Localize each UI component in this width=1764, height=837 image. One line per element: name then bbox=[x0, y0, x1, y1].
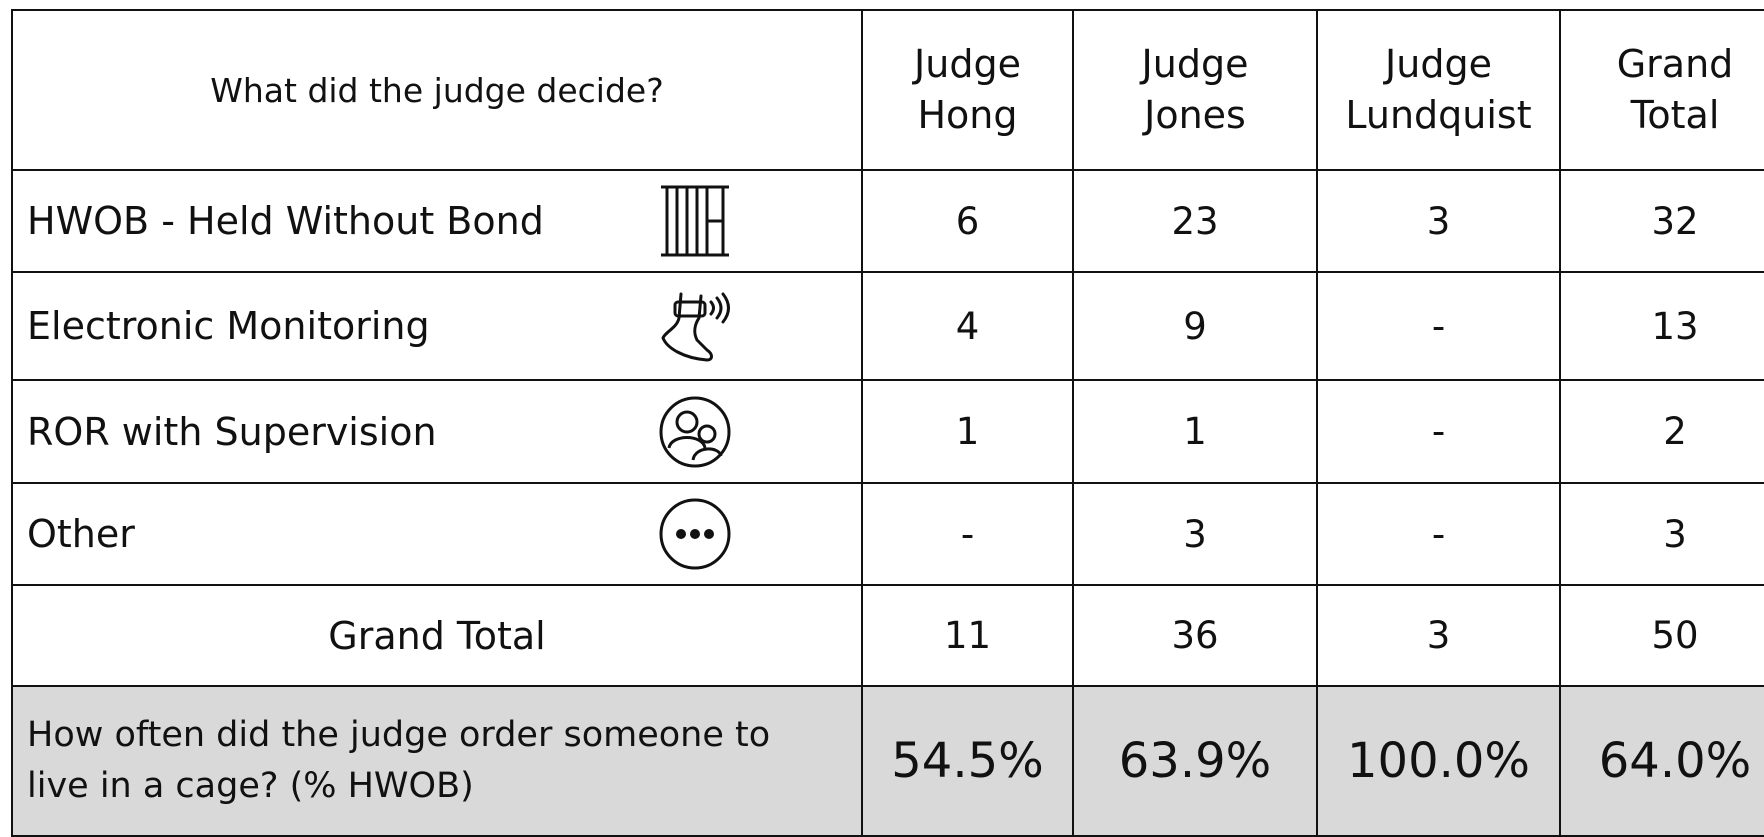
cell: 100.0% bbox=[1316, 685, 1561, 837]
supervision-icon bbox=[659, 396, 731, 467]
cell: - bbox=[861, 482, 1074, 586]
cell: 63.9% bbox=[1072, 685, 1318, 837]
cell: 9 bbox=[1072, 271, 1318, 381]
ankle-monitor-icon bbox=[661, 292, 730, 362]
cell: 13 bbox=[1559, 271, 1764, 381]
cell: 23 bbox=[1072, 169, 1318, 273]
column-header: Judge Hong bbox=[861, 9, 1074, 171]
cell: 1 bbox=[1072, 379, 1318, 484]
total-row: Grand Total 11 36 3 50 bbox=[11, 584, 1764, 687]
row-label-cell: HWOB - Held Without Bond bbox=[11, 169, 863, 273]
row-label: HWOB - Held Without Bond bbox=[27, 199, 544, 243]
decision-table: What did the judge decide? Judge Hong Ju… bbox=[11, 9, 1764, 837]
cell: 3 bbox=[1559, 482, 1764, 586]
column-header-text: Judge Hong bbox=[914, 41, 1021, 137]
cell: 32 bbox=[1559, 169, 1764, 273]
cell: - bbox=[1316, 271, 1561, 381]
row-label: Electronic Monitoring bbox=[27, 304, 430, 348]
cell: 1 bbox=[861, 379, 1074, 484]
data-row: Other - 3 - 3 bbox=[11, 482, 1764, 586]
column-header: Judge Jones bbox=[1072, 9, 1318, 171]
cell: 3 bbox=[1072, 482, 1318, 586]
cell: 3 bbox=[1316, 584, 1561, 687]
cell: - bbox=[1316, 379, 1561, 484]
row-label-cell: Other bbox=[11, 482, 863, 586]
column-header-text: Judge Jones bbox=[1141, 41, 1249, 137]
cell: 4 bbox=[861, 271, 1074, 381]
footer-label: How often did the judge order someone to… bbox=[11, 685, 863, 837]
column-header: Judge Lundquist bbox=[1316, 9, 1561, 171]
data-row: ROR with Supervision 1 1 - 2 bbox=[11, 379, 1764, 484]
question-cell: What did the judge decide? bbox=[11, 9, 863, 171]
cell: 11 bbox=[861, 584, 1074, 687]
total-label: Grand Total bbox=[11, 584, 863, 687]
cell: 6 bbox=[861, 169, 1074, 273]
cell: - bbox=[1316, 482, 1561, 586]
row-label: ROR with Supervision bbox=[27, 409, 437, 454]
cell: 54.5% bbox=[861, 685, 1074, 837]
cell: 64.0% bbox=[1559, 685, 1764, 837]
data-row: HWOB - Held Without Bond 6 23 3 32 bbox=[11, 169, 1764, 273]
row-label-cell: Electronic Monitoring bbox=[11, 271, 863, 381]
row-label: Other bbox=[27, 512, 135, 556]
header-row: What did the judge decide? Judge Hong Ju… bbox=[11, 9, 1764, 171]
column-header: Grand Total bbox=[1559, 9, 1764, 171]
cell: 2 bbox=[1559, 379, 1764, 484]
cage-icon bbox=[661, 185, 729, 257]
row-label-cell: ROR with Supervision bbox=[11, 379, 863, 484]
other-icon bbox=[659, 498, 731, 570]
cell: 36 bbox=[1072, 584, 1318, 687]
column-header-text: Grand Total bbox=[1616, 41, 1734, 137]
data-row: Electronic Monitoring 4 9 - 13 bbox=[11, 271, 1764, 381]
column-header-text: Judge Lundquist bbox=[1345, 41, 1532, 137]
footer-row: How often did the judge order someone to… bbox=[11, 685, 1764, 837]
cell: 50 bbox=[1559, 584, 1764, 687]
cell: 3 bbox=[1316, 169, 1561, 273]
